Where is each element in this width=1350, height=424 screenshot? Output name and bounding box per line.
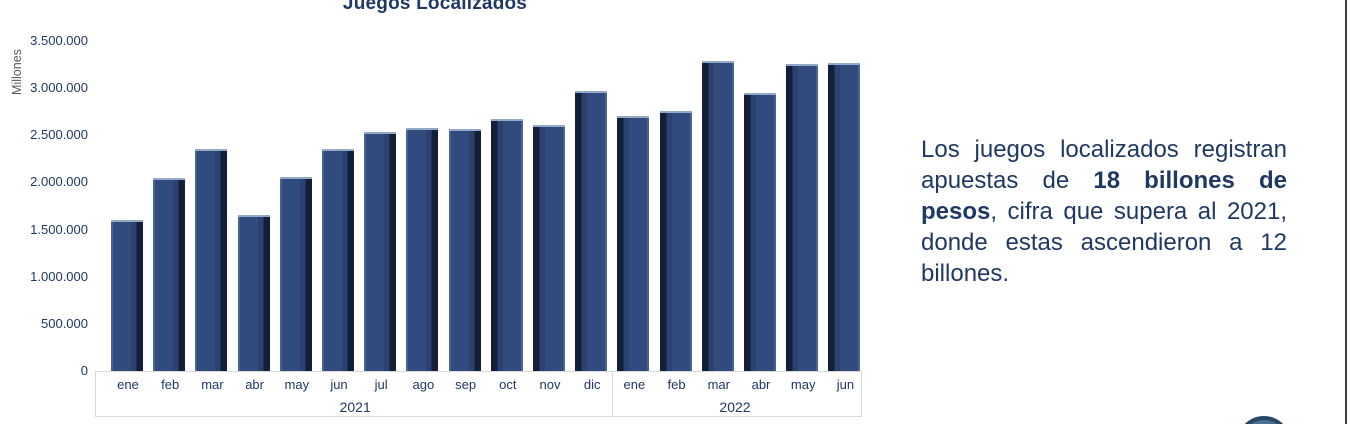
bar-feb-2021 (153, 177, 186, 371)
bar-ene-2021 (111, 220, 143, 371)
y-axis-tick-label: 500.000 (41, 315, 88, 331)
x-axis-month-label: jun (836, 377, 855, 392)
x-axis-month-label: sep (455, 377, 477, 392)
y-axis-tick-label: 1.500.000 (30, 221, 88, 237)
y-axis-tick-label: 2.000.000 (30, 174, 88, 190)
x-axis-month-label: mar (707, 377, 730, 392)
bar-jun-2022 (828, 62, 861, 371)
annotation-text-before: Los juegos localizados registran apuesta… (921, 136, 1287, 194)
annotation-text-after: , cifra que supera al 2021, donde estas … (921, 198, 1287, 287)
bar-chart: Juegos Localizados Millones ene feb mar abr… (10, 0, 862, 417)
bar-abr-2021 (237, 215, 270, 371)
bar-mar-2021 (195, 148, 228, 371)
x-axis-month-label: may (284, 377, 310, 392)
x-axis-month-label: ene (117, 377, 139, 392)
bar-oct-2021 (490, 119, 523, 371)
bar-feb-2022 (659, 110, 692, 371)
year-divider-line (612, 372, 614, 416)
y-axis-tick-label: 2.500.000 (30, 127, 88, 143)
x-axis-month-label: abr (751, 377, 771, 392)
y-axis-tick-label: 3.500.000 (30, 33, 88, 48)
bar-jul-2021 (364, 131, 397, 371)
x-axis-month-label: feb (161, 377, 180, 392)
bar-abr-2022 (744, 92, 776, 371)
x-axis-month-label: nov (539, 377, 561, 392)
x-axis-month-label: abr (245, 377, 264, 392)
x-axis-month-label: dic (583, 377, 601, 392)
logo-circle-partial (1237, 416, 1291, 424)
bar-ene-2022 (617, 115, 650, 371)
bar-dic-2021 (575, 90, 608, 371)
x-axis-month-label: mar (201, 377, 224, 392)
y-axis-tick-label: 0 (80, 363, 88, 378)
x-axis-month-label: ago (412, 377, 435, 392)
x-axis-month-label: jul (374, 377, 388, 392)
bar-sep-2021 (448, 128, 481, 371)
annotation-text-bold: 18 billones de pesos (921, 167, 1287, 225)
x-axis-month-label: ene (623, 377, 646, 392)
annotation-text: Los juegos localizados registran apuesta… (921, 134, 1287, 289)
bar-may-2022 (786, 63, 819, 371)
bar-may-2021 (279, 176, 312, 371)
x-axis-month-label: feb (667, 377, 686, 392)
bar-mar-2022 (701, 60, 734, 371)
x-axis-month-label: may (790, 377, 816, 392)
x-axis-year-label: 2022 (719, 399, 751, 415)
plot-area (95, 41, 862, 371)
bar-ago-2021 (406, 127, 439, 371)
slide-right-edge-line (1345, 0, 1347, 424)
bar-nov-2021 (533, 124, 565, 371)
chart-title: Juegos Localizados (342, 0, 528, 14)
x-axis-month-label: oct (499, 377, 517, 392)
x-axis-month-label: jun (330, 377, 348, 392)
bar-jun-2021 (322, 148, 354, 371)
x-axis-label-box: ene feb mar abr may jun jul ago sep oct nov dic ene f… (95, 371, 862, 417)
x-axis-year-label: 2021 (339, 399, 371, 415)
y-axis-tick-label: 3.000.000 (30, 80, 88, 96)
y-axis-tick-label: 1.000.000 (30, 268, 88, 284)
